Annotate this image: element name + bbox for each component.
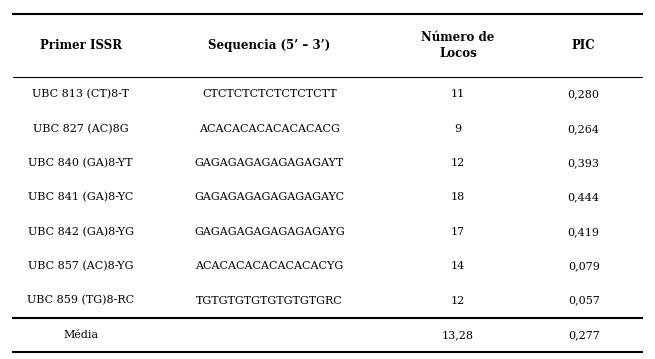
Text: TGTGTGTGTGTGTGTGRC: TGTGTGTGTGTGTGTGRC xyxy=(196,295,343,306)
Text: Média: Média xyxy=(63,330,98,340)
Text: 0,393: 0,393 xyxy=(568,158,600,168)
Text: 14: 14 xyxy=(451,261,465,271)
Text: 0,280: 0,280 xyxy=(568,89,600,99)
Text: 11: 11 xyxy=(451,89,465,99)
Text: 12: 12 xyxy=(451,158,465,168)
Text: 0,444: 0,444 xyxy=(568,192,600,202)
Text: UBC 859 (TG)8-RC: UBC 859 (TG)8-RC xyxy=(27,295,134,306)
Text: GAGAGAGAGAGAGAGAYT: GAGAGAGAGAGAGAGAYT xyxy=(195,158,344,168)
Text: 9: 9 xyxy=(455,124,462,134)
Text: 0,079: 0,079 xyxy=(568,261,600,271)
Text: Primer ISSR: Primer ISSR xyxy=(40,39,122,52)
Text: PIC: PIC xyxy=(572,39,595,52)
Text: 18: 18 xyxy=(451,192,465,202)
Text: 0,277: 0,277 xyxy=(568,330,599,340)
Text: UBC 813 (CT)8-T: UBC 813 (CT)8-T xyxy=(32,89,129,99)
Text: Número de
Locos: Número de Locos xyxy=(421,31,495,60)
Text: CTCTCTCTCTCTCTCTT: CTCTCTCTCTCTCTCTT xyxy=(202,89,337,99)
Text: UBC 827 (AC)8G: UBC 827 (AC)8G xyxy=(33,123,128,134)
Text: UBC 842 (GA)8-YG: UBC 842 (GA)8-YG xyxy=(28,227,134,237)
Text: GAGAGAGAGAGAGAGAYC: GAGAGAGAGAGAGAGAYC xyxy=(195,192,345,202)
Text: UBC 857 (AC)8-YG: UBC 857 (AC)8-YG xyxy=(28,261,134,271)
Text: ACACACACACACACACYG: ACACACACACACACACYG xyxy=(195,261,343,271)
Text: 0,057: 0,057 xyxy=(568,295,600,306)
Text: UBC 841 (GA)8-YC: UBC 841 (GA)8-YC xyxy=(28,192,134,202)
Text: 13,28: 13,28 xyxy=(442,330,474,340)
Text: 0,419: 0,419 xyxy=(568,227,600,237)
Text: UBC 840 (GA)8-YT: UBC 840 (GA)8-YT xyxy=(28,158,133,168)
Text: 12: 12 xyxy=(451,295,465,306)
Text: Sequencia (5’ – 3’): Sequencia (5’ – 3’) xyxy=(208,39,331,52)
Text: GAGAGAGAGAGAGAGAYG: GAGAGAGAGAGAGAGAYG xyxy=(194,227,345,237)
Text: ACACACACACACACACG: ACACACACACACACACG xyxy=(199,124,340,134)
Text: 0,264: 0,264 xyxy=(568,124,600,134)
Text: 17: 17 xyxy=(451,227,465,237)
